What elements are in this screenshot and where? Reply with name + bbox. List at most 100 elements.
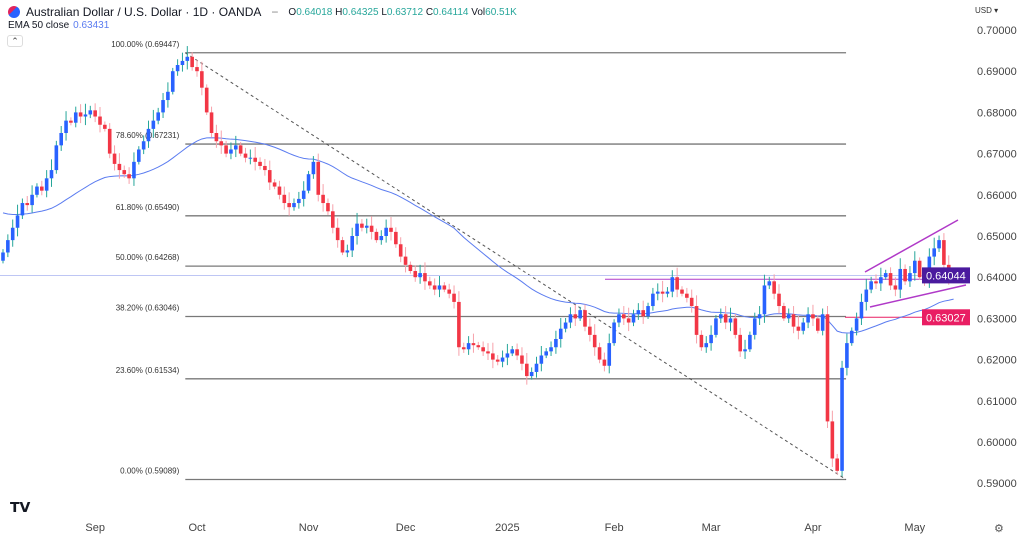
candle bbox=[107, 123, 112, 159]
candle bbox=[874, 274, 878, 289]
collapse-legend-button[interactable]: ⌃ bbox=[7, 35, 23, 47]
candle bbox=[704, 336, 709, 353]
candle-body bbox=[883, 273, 888, 278]
candle bbox=[558, 317, 563, 348]
candle-body bbox=[782, 306, 786, 319]
candle-body bbox=[825, 314, 830, 422]
candle bbox=[932, 237, 936, 266]
candle-body bbox=[709, 334, 713, 344]
candle bbox=[408, 261, 413, 274]
candle-body bbox=[360, 223, 364, 228]
candle-body bbox=[845, 343, 849, 368]
candle-body bbox=[796, 326, 801, 331]
candle-body bbox=[534, 363, 539, 372]
y-tick-label: 0.61000 bbox=[977, 396, 1017, 408]
candle-body bbox=[311, 161, 316, 175]
symbol-logo-icon bbox=[8, 6, 20, 18]
candle bbox=[457, 291, 461, 356]
candle-body bbox=[816, 318, 820, 331]
candle bbox=[122, 165, 127, 178]
candle bbox=[394, 227, 398, 248]
candle bbox=[597, 342, 602, 364]
candle-body bbox=[680, 289, 684, 294]
candle bbox=[869, 276, 873, 294]
candle bbox=[471, 333, 476, 353]
currency-selector[interactable]: USD ▾ bbox=[975, 6, 999, 15]
candle bbox=[495, 355, 500, 366]
minus-icon[interactable]: − bbox=[271, 5, 279, 19]
candle-body bbox=[234, 145, 238, 150]
candle-body bbox=[398, 244, 403, 257]
candle bbox=[258, 157, 262, 170]
candle-body bbox=[869, 281, 873, 290]
candle bbox=[360, 219, 364, 232]
candle-body bbox=[151, 120, 156, 129]
candle-body bbox=[331, 211, 335, 228]
candle bbox=[588, 318, 592, 342]
candle bbox=[825, 306, 830, 428]
candle-body bbox=[166, 91, 170, 101]
candle bbox=[592, 324, 597, 356]
candle-body bbox=[554, 339, 558, 348]
candle bbox=[20, 198, 25, 220]
x-tick-label: May bbox=[904, 522, 925, 534]
candle-body bbox=[413, 271, 418, 278]
candle-body bbox=[670, 277, 675, 292]
candle-body bbox=[408, 264, 413, 272]
y-tick-label: 0.66000 bbox=[977, 190, 1017, 202]
candle-body bbox=[200, 71, 204, 88]
candle bbox=[762, 274, 767, 323]
candle bbox=[767, 276, 772, 290]
candle bbox=[525, 353, 529, 385]
candle bbox=[646, 302, 650, 319]
candle bbox=[166, 82, 170, 108]
candle-body bbox=[326, 203, 330, 212]
candle-body bbox=[287, 203, 291, 208]
candle bbox=[103, 121, 107, 132]
y-tick-label: 0.62000 bbox=[977, 355, 1017, 367]
candle-body bbox=[423, 273, 427, 282]
candle bbox=[170, 67, 175, 95]
x-tick-label: Sep bbox=[85, 522, 105, 534]
candle-body bbox=[612, 322, 616, 344]
candle-body bbox=[403, 256, 408, 265]
candle bbox=[112, 145, 117, 171]
candle bbox=[423, 262, 427, 290]
candle bbox=[253, 147, 257, 171]
symbol-title[interactable]: Australian Dollar / U.S. Dollar · 1D · O… bbox=[26, 5, 262, 19]
candle bbox=[835, 453, 839, 475]
candle bbox=[461, 342, 466, 353]
candle bbox=[491, 342, 495, 369]
settings-icon[interactable]: ⚙ bbox=[994, 523, 1004, 535]
candle-body bbox=[355, 223, 359, 236]
candle bbox=[83, 103, 88, 126]
candle-body bbox=[607, 343, 612, 366]
candle bbox=[234, 135, 238, 158]
candle bbox=[389, 217, 393, 241]
candle bbox=[743, 339, 747, 359]
candle-body bbox=[452, 293, 456, 302]
candle-body bbox=[583, 310, 587, 327]
candle-body bbox=[495, 359, 500, 362]
x-tick-label: 2025 bbox=[495, 522, 519, 534]
candle bbox=[277, 180, 282, 200]
candle bbox=[752, 312, 757, 340]
candle-body bbox=[786, 314, 791, 319]
y-tick-label: 0.70000 bbox=[977, 25, 1017, 37]
candle bbox=[549, 341, 553, 356]
candle-body bbox=[394, 231, 398, 245]
candle bbox=[350, 227, 354, 258]
candle-body bbox=[277, 186, 282, 195]
candle bbox=[777, 284, 781, 314]
candle bbox=[515, 343, 519, 361]
candle-body bbox=[30, 194, 34, 206]
candle-body bbox=[568, 314, 573, 323]
candle bbox=[849, 327, 854, 346]
ema-legend[interactable]: EMA 50 close 0.63431 bbox=[8, 20, 110, 31]
candle bbox=[204, 84, 209, 116]
candle bbox=[772, 274, 776, 300]
candle-body bbox=[714, 318, 718, 335]
candle bbox=[156, 107, 160, 125]
candle bbox=[782, 302, 786, 322]
